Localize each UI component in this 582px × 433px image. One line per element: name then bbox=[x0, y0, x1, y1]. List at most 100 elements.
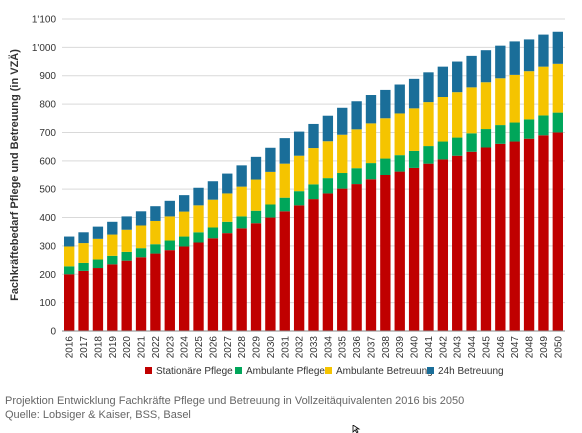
bar-segment bbox=[222, 221, 233, 234]
bar-segment bbox=[121, 216, 132, 230]
bar-segment bbox=[408, 78, 420, 109]
bar-segment bbox=[466, 133, 477, 152]
bar-segment bbox=[437, 97, 449, 142]
bar-segment bbox=[92, 259, 104, 269]
bar-segment bbox=[495, 125, 506, 144]
legend-label: Ambulante Pflege bbox=[246, 366, 325, 377]
stacked-bar-chart: 0 100 200 300 400 500 600 700 800 900 1'000 1'100 2… bbox=[8, 15, 565, 377]
bar-segment bbox=[207, 227, 219, 239]
x-tick-label: 2028 bbox=[237, 336, 248, 359]
bar-segment bbox=[92, 238, 104, 260]
bar-segment bbox=[351, 129, 362, 169]
bar-segment bbox=[193, 205, 204, 233]
y-tick-label: 1'100 bbox=[32, 15, 57, 26]
bar-segment bbox=[150, 253, 161, 331]
bar-segment bbox=[135, 211, 147, 226]
bar-segment bbox=[265, 204, 276, 218]
legend-swatch bbox=[325, 367, 332, 374]
x-tick-label: 2048 bbox=[525, 336, 536, 359]
bar-segment bbox=[250, 179, 262, 211]
bar-segment bbox=[78, 232, 89, 244]
bar-segment bbox=[164, 250, 175, 331]
bar-segment bbox=[293, 131, 305, 156]
bar-segment bbox=[207, 199, 219, 228]
bar-segment bbox=[121, 251, 132, 261]
bar-segment bbox=[466, 55, 477, 88]
bar-segment bbox=[265, 171, 276, 205]
bar-segment bbox=[523, 138, 535, 331]
x-tick-label: 2030 bbox=[266, 336, 277, 359]
x-tick-label: 2024 bbox=[180, 336, 191, 359]
y-tick-label: 400 bbox=[39, 213, 56, 224]
bar-segment bbox=[78, 243, 89, 263]
bars bbox=[64, 31, 563, 331]
x-tick-label: 2036 bbox=[352, 336, 363, 359]
bar-segment bbox=[193, 242, 204, 331]
chart-caption: Projektion Entwicklung Fachkräfte Pflege… bbox=[5, 395, 465, 407]
bar-segment bbox=[480, 147, 492, 331]
y-tick-label: 100 bbox=[39, 298, 56, 309]
bar-segment bbox=[408, 167, 420, 331]
x-tick-label: 2022 bbox=[151, 336, 162, 359]
x-tick-label: 2050 bbox=[553, 336, 564, 359]
x-tick-label: 2016 bbox=[65, 336, 76, 359]
bar-segment bbox=[337, 173, 348, 189]
bar-segment bbox=[150, 244, 161, 254]
bar-segment bbox=[222, 173, 233, 194]
x-tick-label: 2042 bbox=[438, 336, 449, 359]
x-tick-label: 2031 bbox=[280, 336, 291, 359]
bar-segment bbox=[322, 141, 334, 179]
bar-segment bbox=[78, 262, 89, 271]
y-tick-label: 800 bbox=[39, 100, 56, 111]
bar-segment bbox=[380, 175, 391, 331]
bar-segment bbox=[380, 118, 391, 159]
x-tick-label: 2025 bbox=[194, 336, 205, 359]
bar-segment bbox=[78, 270, 89, 331]
bar-segment bbox=[107, 221, 118, 235]
legend-label: Stationäre Pflege bbox=[156, 366, 233, 377]
x-tick-label: 2040 bbox=[410, 336, 421, 359]
bar-segment bbox=[552, 63, 563, 113]
bar-segment bbox=[236, 216, 247, 229]
bar-segment bbox=[308, 184, 319, 200]
mouse-cursor-icon bbox=[352, 425, 361, 433]
bar-segment bbox=[351, 101, 362, 130]
x-tick-label: 2023 bbox=[165, 336, 176, 359]
bar-segment bbox=[495, 78, 506, 126]
x-tick-label: 2034 bbox=[323, 336, 334, 359]
legend-label: 24h Betreuung bbox=[438, 366, 504, 377]
y-axis-title: Fachkräftebedarf Pflege und Betreuung (i… bbox=[8, 49, 21, 301]
bar-segment bbox=[538, 135, 549, 331]
x-tick-label: 2037 bbox=[366, 336, 377, 359]
x-tick-label: 2017 bbox=[79, 336, 90, 359]
x-tick-label: 2039 bbox=[395, 336, 406, 359]
x-tick-label: 2035 bbox=[338, 336, 349, 359]
bar-segment bbox=[236, 186, 247, 217]
bar-segment bbox=[279, 138, 290, 164]
bar-segment bbox=[178, 236, 190, 247]
bar-segment bbox=[452, 61, 463, 93]
x-tick-label: 2021 bbox=[137, 336, 148, 359]
x-tick-label: 2029 bbox=[252, 336, 263, 359]
legend-swatch bbox=[145, 367, 152, 374]
bar-segment bbox=[265, 147, 276, 172]
bar-segment bbox=[207, 181, 219, 200]
y-axis-ticks: 0 100 200 300 400 500 600 700 800 900 1'000 1'100 bbox=[32, 15, 57, 338]
bar-segment bbox=[107, 234, 118, 256]
bar-segment bbox=[552, 132, 563, 331]
bar-segment bbox=[495, 45, 506, 79]
bar-segment bbox=[408, 108, 420, 151]
bar-segment bbox=[222, 193, 233, 222]
y-tick-label: 600 bbox=[39, 156, 56, 167]
y-tick-label: 900 bbox=[39, 71, 56, 82]
bar-segment bbox=[466, 151, 477, 331]
x-axis-ticks: 2016 2017 2018 2019 2020 2021 2022 2023 2024 2025… bbox=[65, 336, 565, 359]
bar-segment bbox=[250, 156, 262, 180]
bar-segment bbox=[365, 95, 377, 124]
bar-segment bbox=[164, 240, 175, 251]
bar-segment bbox=[380, 89, 391, 119]
bar-segment bbox=[92, 226, 104, 239]
x-tick-label: 2019 bbox=[108, 336, 119, 359]
y-tick-label: 1'000 bbox=[32, 43, 57, 54]
bar-segment bbox=[365, 179, 377, 331]
